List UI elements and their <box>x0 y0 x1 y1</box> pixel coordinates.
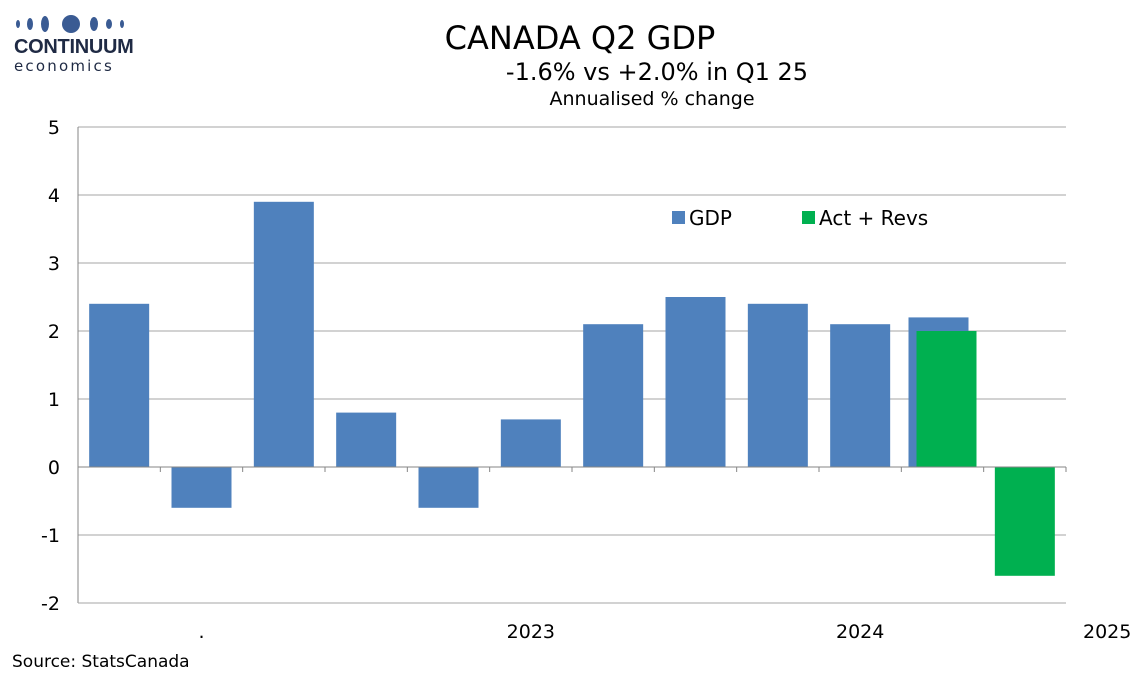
x-tick-label: 2024 <box>836 621 884 643</box>
bar-gdp <box>665 297 726 467</box>
chart-units: Annualised % change <box>549 88 755 110</box>
logo-subtext: economics <box>14 57 114 75</box>
y-tick-label: 4 <box>48 185 60 207</box>
y-tick-label: 5 <box>48 117 60 139</box>
y-tick-label: -2 <box>41 593 60 615</box>
bar-act-revs <box>994 467 1055 576</box>
bar-gdp <box>500 419 561 467</box>
logo-dot <box>120 20 124 28</box>
bar-act-revs <box>916 331 977 467</box>
y-tick-label: 2 <box>48 321 60 343</box>
logo-dot <box>16 20 20 28</box>
x-tick-label: 2023 <box>507 621 555 643</box>
bar-gdp <box>418 467 479 508</box>
x-tick-label: . <box>198 621 204 643</box>
bar-gdp <box>253 201 314 468</box>
legend-swatch <box>802 211 815 224</box>
y-tick-label: -1 <box>41 525 60 547</box>
x-tick-label: 2025 <box>1083 621 1131 643</box>
bar-gdp <box>89 303 150 467</box>
y-tick-label: 0 <box>48 457 60 479</box>
bar-gdp <box>171 467 232 508</box>
legend-label: GDP <box>689 206 732 230</box>
logo-brand: CONTINUUM <box>14 36 134 58</box>
logo-dot <box>41 16 49 32</box>
chart-titles: CANADA Q2 GDP -1.6% vs +2.0% in Q1 25 An… <box>0 18 1134 112</box>
logo-dots-icon <box>16 15 124 33</box>
logo-dot <box>106 19 112 29</box>
logo: CONTINUUM economics <box>14 14 134 75</box>
source-note: Source: StatsCanada <box>12 652 190 672</box>
bar-gdp <box>336 412 397 467</box>
chart-title: CANADA Q2 GDP <box>444 19 716 57</box>
logo-dot <box>62 15 80 33</box>
bar-gdp <box>830 324 891 467</box>
logo-dot <box>90 17 98 31</box>
legend-label: Act + Revs <box>819 206 928 230</box>
y-tick-label: 1 <box>48 389 60 411</box>
bar-gdp <box>747 303 808 467</box>
logo-dot <box>27 18 33 30</box>
chart-subtitle: -1.6% vs +2.0% in Q1 25 <box>505 58 809 86</box>
legend-swatch <box>672 211 685 224</box>
y-tick-label: 3 <box>48 253 60 275</box>
bar-gdp <box>583 324 644 467</box>
